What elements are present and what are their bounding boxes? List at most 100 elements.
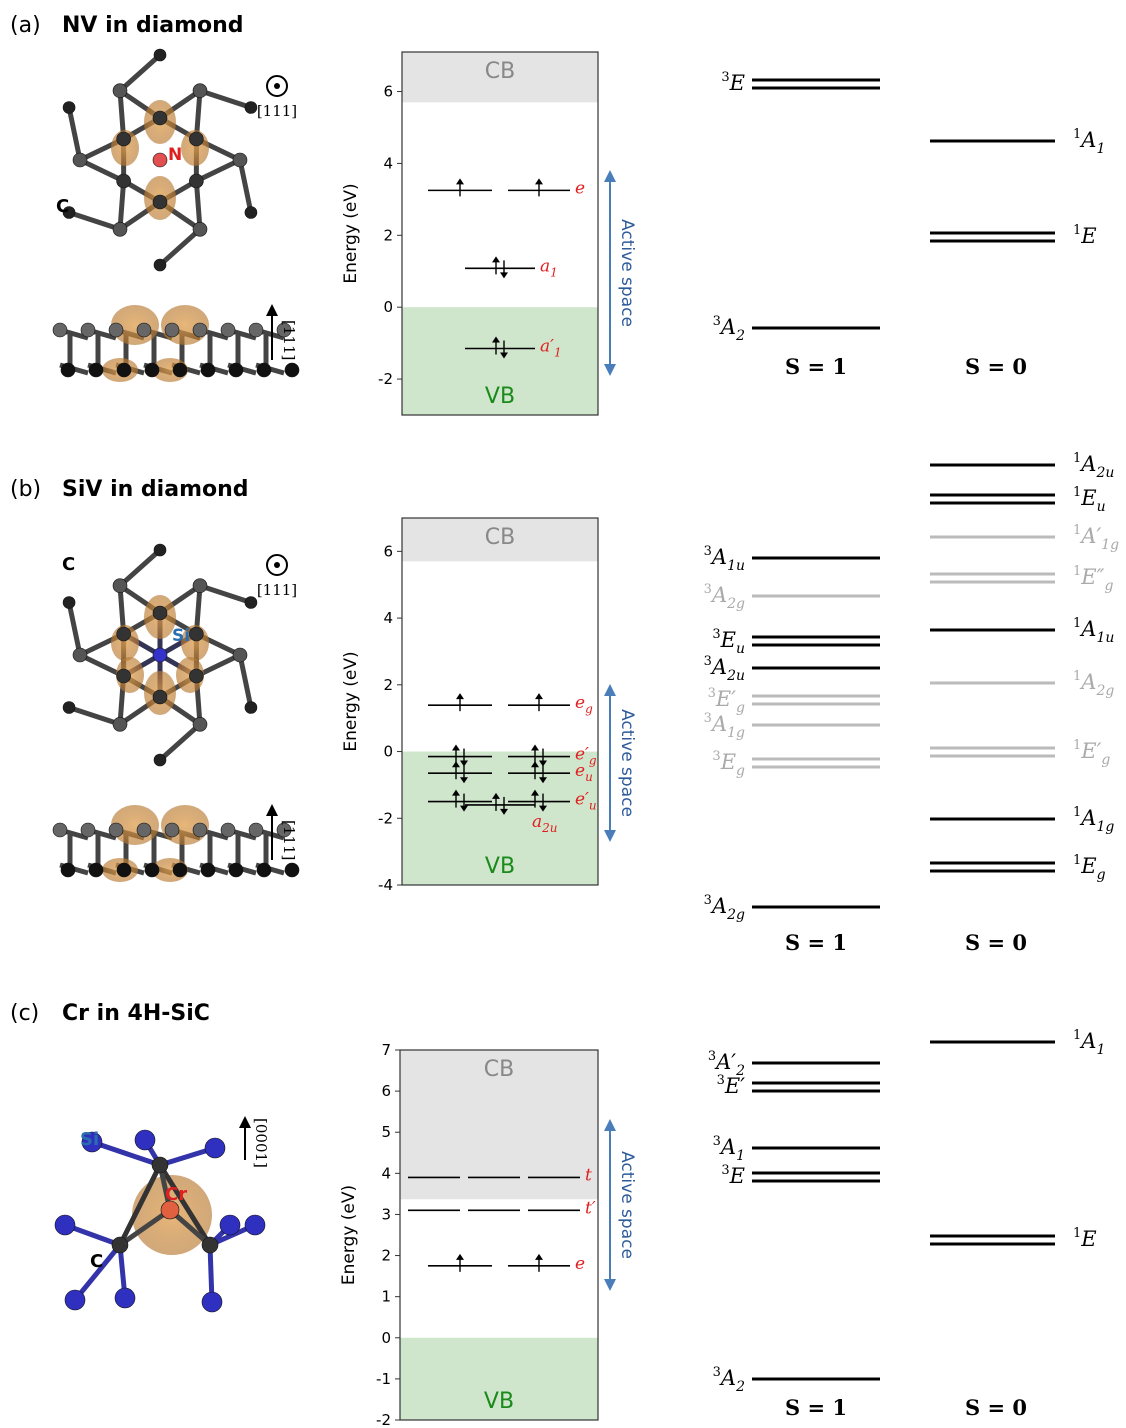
state-term: A′ <box>1079 524 1101 548</box>
bond <box>69 213 120 230</box>
state-subscript: 2g <box>1095 683 1114 699</box>
state-label: 1E <box>1073 1226 1097 1251</box>
y-tick-label: -4 <box>378 876 393 894</box>
y-tick-label: 2 <box>383 676 393 694</box>
bond <box>69 603 80 656</box>
band-label: VB <box>485 854 515 879</box>
state-term: A <box>710 655 727 679</box>
atom <box>245 597 257 609</box>
spin-up <box>535 1254 543 1260</box>
atom <box>145 863 159 877</box>
atom <box>113 579 127 593</box>
atom <box>153 153 167 167</box>
orbital-subscript: g <box>589 754 597 768</box>
atom <box>117 174 131 188</box>
y-tick-label: 2 <box>381 1247 391 1265</box>
state-spin: 1 <box>1073 451 1081 466</box>
state-spin: 1 <box>1073 616 1081 631</box>
atom <box>202 1237 218 1253</box>
state-term: A <box>719 315 736 339</box>
bond <box>120 550 160 586</box>
state-term: E′ <box>724 1074 745 1098</box>
atom <box>61 363 75 377</box>
band-label: CB <box>484 1057 514 1082</box>
atom <box>89 363 103 377</box>
orbital-subscript: g <box>585 702 593 716</box>
state-subscript: g <box>1097 867 1106 883</box>
y-tick-label: 0 <box>383 298 393 316</box>
atom-label: C <box>90 1251 103 1272</box>
state-term: A <box>710 583 727 607</box>
state-label: 1A1g <box>1073 805 1114 835</box>
orbital-label: a1 <box>540 256 558 279</box>
state-spin: 3 <box>708 1049 716 1064</box>
atom <box>245 207 257 219</box>
atom <box>189 669 203 683</box>
atom <box>173 363 187 377</box>
spin-up <box>535 693 543 699</box>
state-term: E <box>1080 224 1096 248</box>
atom <box>221 323 235 337</box>
orbital-name: a <box>532 812 542 832</box>
orbital-label: t′ <box>585 1198 596 1218</box>
spin-up <box>452 745 460 751</box>
atom <box>245 102 257 114</box>
y-tick-label: 1 <box>381 1288 391 1306</box>
state-label: 3A2g <box>704 893 745 923</box>
state-spin: 3 <box>704 582 712 597</box>
panel-title: SiV in diamond <box>62 477 249 502</box>
orbital-name: t <box>585 1165 592 1185</box>
state-label: 3A2u <box>704 654 745 684</box>
state-subscript: 2 <box>735 328 745 344</box>
band-label: CB <box>485 525 515 550</box>
state-label: 1E <box>1073 223 1097 248</box>
atom <box>117 669 131 683</box>
electrons <box>456 693 464 711</box>
atom <box>81 823 95 837</box>
spin-label: S = 1 <box>785 930 847 955</box>
bond <box>160 229 200 265</box>
atom <box>61 863 75 877</box>
atom <box>189 627 203 641</box>
atom <box>154 49 166 61</box>
state-spin: 1 <box>1073 485 1081 500</box>
y-tick-label: -2 <box>376 1411 391 1428</box>
y-tick-label: 4 <box>383 154 393 172</box>
panel-title: NV in diamond <box>62 13 244 38</box>
state-label: 3E′ <box>717 1073 746 1098</box>
axis-symbol <box>274 83 280 89</box>
atom <box>193 823 207 837</box>
atom <box>73 648 87 662</box>
atom <box>137 823 151 837</box>
state-spin: 1 <box>1073 738 1081 753</box>
state-subscript: g <box>736 700 745 716</box>
orbital-subscript: 1 <box>550 265 558 279</box>
state-term: E <box>1080 854 1096 878</box>
orbital-subscript: u <box>585 770 593 784</box>
atom <box>89 863 103 877</box>
atom <box>245 1215 265 1235</box>
state-spin: 3 <box>713 1134 721 1149</box>
bond <box>69 108 80 161</box>
atom <box>285 863 299 877</box>
panel-title: Cr in 4H-SiC <box>62 1001 210 1026</box>
atom-label: Si <box>80 1129 99 1150</box>
atom <box>154 544 166 556</box>
state-label: 3A2 <box>713 1365 745 1395</box>
panel-label: (c) <box>10 1001 39 1026</box>
state-spin: 1 <box>1073 523 1081 538</box>
atom-label: Si <box>172 626 190 646</box>
state-subscript: 2u <box>726 668 745 684</box>
orbital-label: t <box>585 1165 592 1185</box>
axis-label: [111] <box>257 102 297 120</box>
atom <box>245 702 257 714</box>
state-spin: 3 <box>721 70 729 85</box>
y-tick-label: 2 <box>383 226 393 244</box>
orbital-name: t′ <box>585 1198 596 1218</box>
atom <box>113 717 127 731</box>
active-space-label: Active space <box>617 219 637 327</box>
atom <box>189 174 203 188</box>
axis-arrow <box>266 804 278 816</box>
state-label: 3A1 <box>713 1134 745 1164</box>
atom <box>137 323 151 337</box>
